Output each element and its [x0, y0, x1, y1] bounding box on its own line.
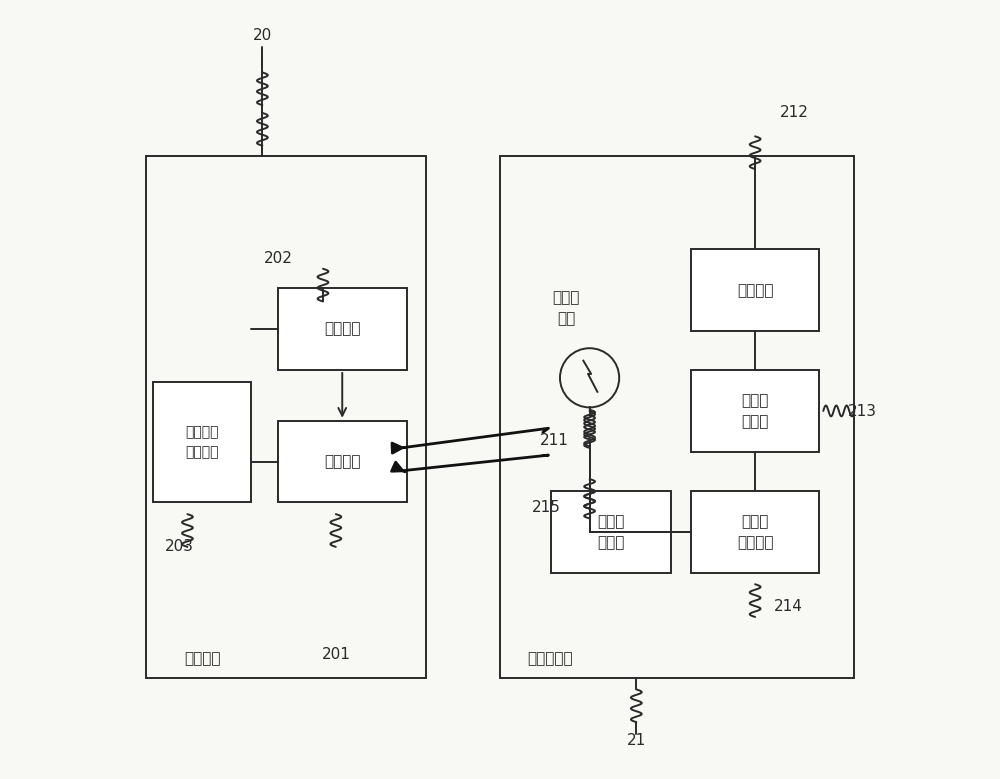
Text: 显示装置: 显示装置	[324, 454, 361, 469]
Text: 移动装置
控制电路: 移动装置 控制电路	[185, 425, 219, 459]
Text: 外挂闪光灯: 外挂闪光灯	[527, 650, 573, 666]
Text: 移动装置: 移动装置	[185, 650, 221, 666]
Text: 215: 215	[532, 500, 561, 516]
Text: 闪光灯
控制电路: 闪光灯 控制电路	[737, 513, 773, 550]
Text: 214: 214	[774, 598, 803, 614]
Bar	[153, 382, 251, 502]
Text: 21: 21	[627, 732, 646, 748]
Text: 211: 211	[540, 432, 569, 448]
Text: 212: 212	[780, 105, 809, 121]
Text: 模拟触
控装置: 模拟触 控装置	[597, 513, 625, 550]
Text: 20: 20	[253, 27, 272, 43]
Bar	[278, 421, 407, 502]
Text: 201: 201	[322, 647, 351, 662]
Bar	[551, 491, 671, 573]
Text: 信号接
收装置: 信号接 收装置	[741, 393, 769, 429]
Bar	[691, 370, 819, 452]
Text: 203: 203	[165, 539, 194, 555]
Text: 照相装置: 照相装置	[324, 322, 361, 337]
Text: 固定机构: 固定机构	[737, 283, 773, 298]
Text: 202: 202	[264, 251, 292, 266]
Bar	[146, 156, 426, 678]
Bar	[278, 288, 407, 370]
Bar	[500, 156, 854, 678]
Text: 213: 213	[848, 404, 877, 419]
Text: 气体放
电灯: 气体放 电灯	[553, 290, 580, 326]
Bar	[691, 249, 819, 331]
Bar	[691, 491, 819, 573]
